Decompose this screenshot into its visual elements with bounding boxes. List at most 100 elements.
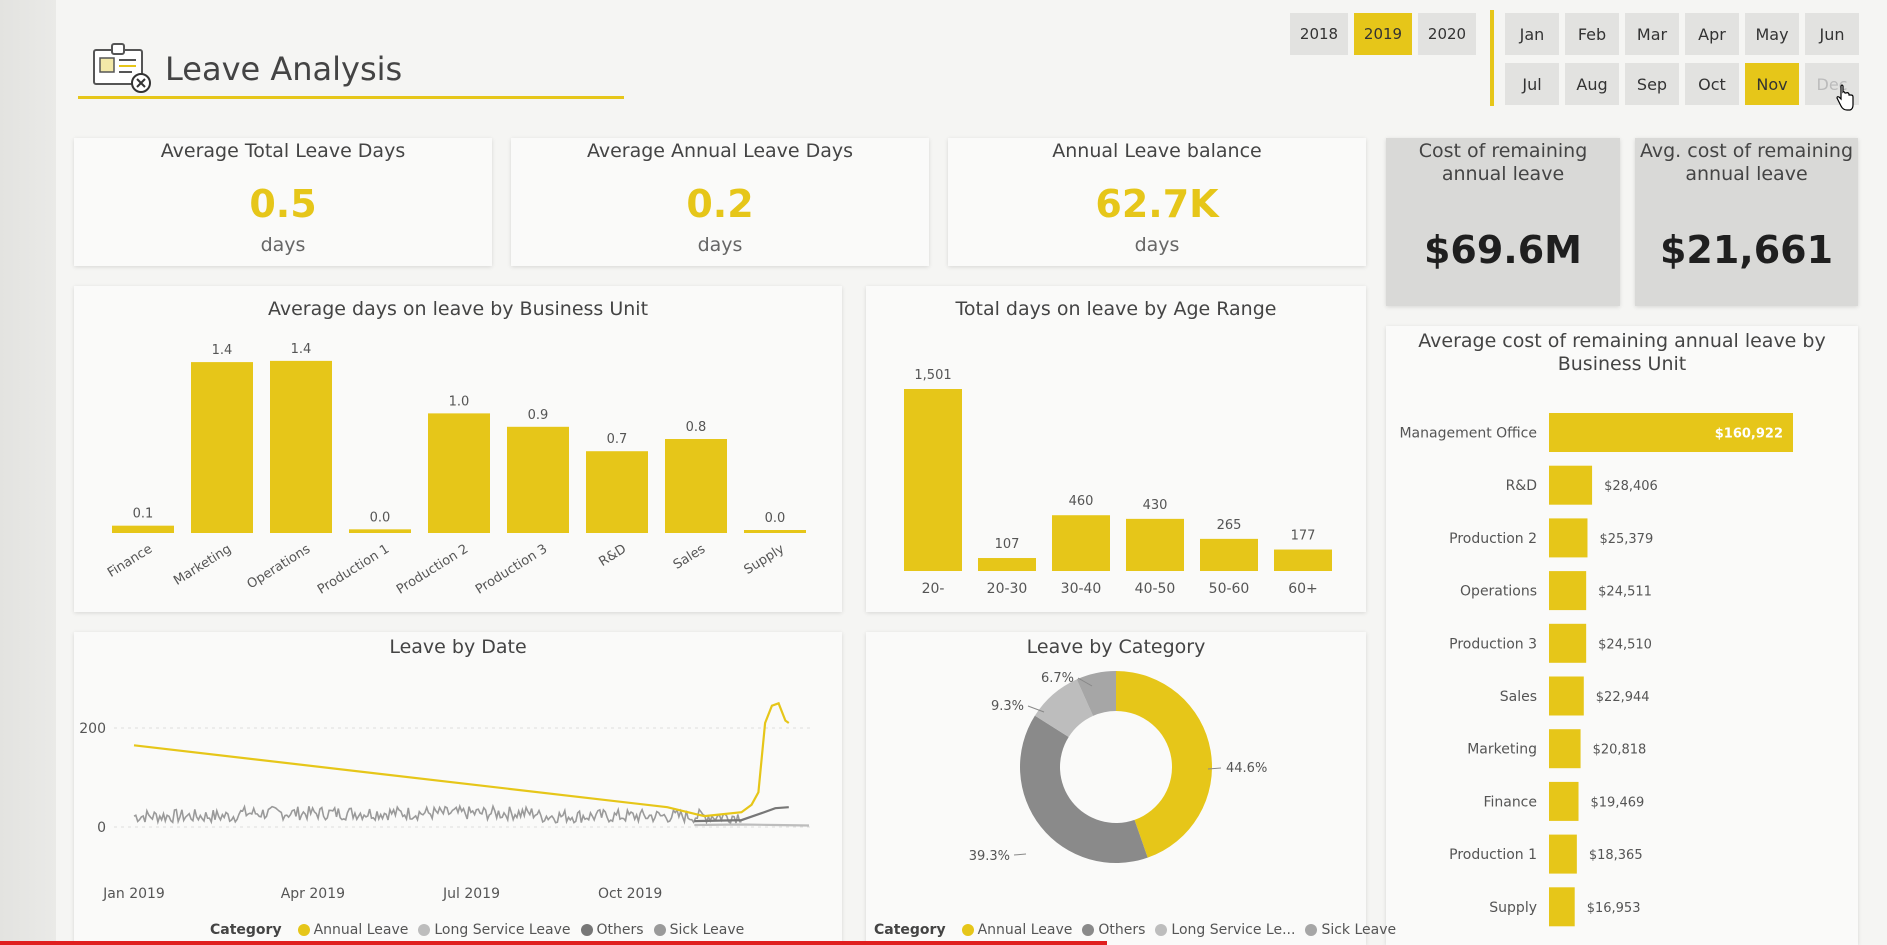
bar[interactable]: [507, 426, 569, 533]
kpi-value: 62.7K: [1095, 182, 1219, 226]
month-button-may[interactable]: May: [1745, 13, 1799, 55]
month-button-jun[interactable]: Jun: [1805, 13, 1859, 55]
data-label: 107: [995, 537, 1020, 552]
bar[interactable]: [1549, 676, 1584, 716]
kpi-title: Annual Leave balance: [1052, 140, 1262, 162]
header-icon: [90, 40, 154, 94]
bar[interactable]: [1274, 549, 1332, 571]
cost-kpi-title-line2: annual leave: [1441, 163, 1565, 185]
month-button-jul[interactable]: Jul: [1505, 63, 1559, 105]
data-label: 0.1: [133, 507, 154, 522]
bar[interactable]: [1549, 781, 1579, 821]
data-label: 44.6%: [1226, 761, 1267, 776]
data-label: 0.0: [765, 511, 786, 526]
bar[interactable]: [1052, 515, 1110, 571]
bar[interactable]: [1200, 538, 1258, 571]
data-label: 6.7%: [1041, 671, 1074, 686]
x-tick-label: 30-40: [1061, 581, 1102, 597]
month-button-sep[interactable]: Sep: [1625, 63, 1679, 105]
line-long-service-leave: [694, 823, 810, 827]
data-label: 0.8: [686, 420, 707, 435]
x-tick-label: 20-30: [987, 581, 1028, 597]
bar[interactable]: [978, 558, 1036, 571]
x-tick-label: Supply: [742, 542, 788, 578]
bar[interactable]: [1549, 465, 1593, 505]
bar[interactable]: [744, 530, 806, 533]
legend-item[interactable]: Sick Leave: [669, 922, 745, 938]
line-others: [694, 806, 789, 823]
cost-kpi-title-line1: Cost of remaining: [1418, 140, 1588, 162]
bar[interactable]: [1549, 887, 1575, 927]
legend-item[interactable]: Annual Leave: [313, 922, 409, 938]
legend-item[interactable]: Others: [596, 922, 644, 938]
legend-item[interactable]: Others: [1098, 922, 1146, 938]
kpi-title: Average Total Leave Days: [160, 140, 406, 162]
chart-title: Average days on leave by Business Unit: [267, 298, 649, 320]
x-tick-label: Production 3: [473, 542, 550, 598]
chart-card-leave-by-date: Leave by Date 200 0 Jan 2019 Apr 2019 Jul 20…: [74, 632, 842, 945]
chart-title: Total days on leave by Age Range: [955, 298, 1277, 320]
bar[interactable]: [428, 413, 490, 533]
id-card-icon: [93, 43, 151, 93]
y-tick-label: Supply: [1489, 900, 1537, 916]
kpi-card: Average Total Leave Days 0.5 days: [74, 138, 492, 266]
y-tick-label: Marketing: [1467, 742, 1537, 758]
bar[interactable]: [1549, 729, 1581, 769]
year-button-2020[interactable]: 2020: [1418, 13, 1476, 55]
bar[interactable]: [1549, 413, 1793, 452]
month-button-apr[interactable]: Apr: [1685, 13, 1739, 55]
bar[interactable]: [1549, 623, 1587, 663]
y-tick-label: Operations: [1460, 584, 1537, 600]
month-button-jan[interactable]: Jan: [1505, 13, 1559, 55]
month-button-dec[interactable]: Dec: [1805, 63, 1859, 105]
month-button-mar[interactable]: Mar: [1625, 13, 1679, 55]
y-tick-label: Management Office: [1399, 426, 1537, 442]
slice-long-service-leave[interactable]: [1034, 679, 1094, 738]
legend-dot: [297, 924, 310, 936]
chart-title: Leave by Category: [1026, 636, 1206, 658]
data-label: $19,469: [1591, 795, 1645, 810]
x-tick-label: 20-: [922, 581, 945, 597]
y-tick-label: Production 3: [1449, 636, 1537, 652]
month-button-oct[interactable]: Oct: [1685, 63, 1739, 105]
cost-kpi-title-line2: annual leave: [1685, 163, 1808, 185]
month-button-nov[interactable]: Nov: [1745, 63, 1799, 105]
legend-item[interactable]: Sick Leave: [1321, 922, 1397, 938]
data-label: 177: [1291, 529, 1316, 544]
year-button-2019[interactable]: 2019: [1354, 13, 1412, 55]
bar[interactable]: [1549, 571, 1587, 611]
data-label: 430: [1143, 498, 1168, 513]
year-button-2018[interactable]: 2018: [1290, 13, 1348, 55]
legend-dot: [580, 924, 593, 936]
bar[interactable]: [191, 362, 253, 533]
data-label: $18,365: [1589, 848, 1643, 863]
y-tick-label: Sales: [1500, 689, 1537, 705]
bar[interactable]: [665, 439, 727, 533]
bar[interactable]: [112, 525, 174, 533]
bar[interactable]: [586, 451, 648, 533]
chart-legend: Category Annual Leave Long Service Leave Ot…: [210, 922, 744, 938]
slice-annual-leave[interactable]: [1116, 671, 1212, 858]
slice-sick-leave[interactable]: [1076, 671, 1116, 716]
bar[interactable]: [1126, 518, 1184, 571]
bar[interactable]: [1549, 518, 1588, 558]
x-tick-label: Oct 2019: [598, 886, 662, 902]
cost-kpi-card: Avg. cost of remaining annual leave $21,66…: [1635, 138, 1858, 306]
category-donut-chart: 44.6% 39.3% 9.3% 6.7%: [969, 671, 1267, 864]
data-label: $16,953: [1587, 901, 1641, 916]
month-button-feb[interactable]: Feb: [1565, 13, 1619, 55]
x-tick-label: Apr 2019: [281, 886, 345, 902]
legend-item[interactable]: Long Service Le...: [1171, 922, 1296, 938]
mouse-cursor: [1835, 84, 1855, 112]
slicer-divider: [1490, 10, 1494, 106]
legend-item[interactable]: Long Service Leave: [434, 922, 571, 938]
data-label: 0.0: [370, 510, 391, 525]
bar[interactable]: [270, 360, 332, 533]
bar[interactable]: [1549, 834, 1577, 874]
slice-others[interactable]: [1020, 715, 1148, 863]
bar[interactable]: [349, 529, 411, 533]
kpi-title: Average Annual Leave Days: [586, 140, 854, 162]
legend-item[interactable]: Annual Leave: [977, 922, 1073, 938]
bar[interactable]: [904, 389, 962, 571]
month-button-aug[interactable]: Aug: [1565, 63, 1619, 105]
